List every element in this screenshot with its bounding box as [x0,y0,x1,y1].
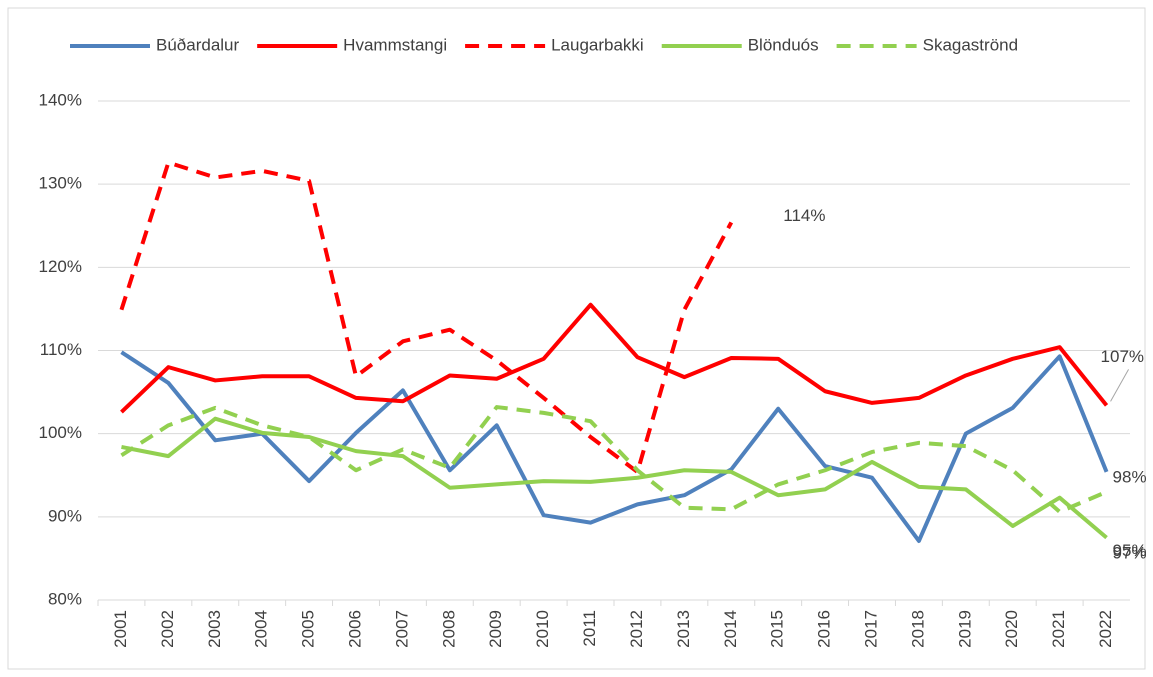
x-tick-label: 2021 [1049,610,1068,648]
chart-frame [7,7,1146,670]
x-tick-label: 2009 [486,610,505,648]
x-tick-label: 2007 [392,610,411,648]
x-tick-label: 2015 [768,610,787,648]
x-tick-label: 2022 [1096,610,1115,648]
legend-label: Laugarbakki [551,35,644,54]
y-tick-label: 110% [40,340,82,359]
legend-label: Skagaströnd [923,35,1018,54]
x-tick-label: 2014 [721,610,740,648]
x-tick-label: 2018 [908,610,927,648]
y-tick-label: 130% [39,174,82,193]
x-tick-label: 2004 [252,610,271,648]
x-tick-label: 2020 [1002,610,1021,648]
x-tick-label: 2011 [580,610,599,647]
x-tick-label: 2006 [345,610,364,648]
x-tick-label: 2017 [861,610,880,648]
y-tick-label: 80% [48,589,82,608]
y-tick-label: 100% [39,423,82,442]
end-label: 114% [783,206,825,225]
x-tick-label: 2005 [299,610,318,648]
series-line [120,302,1109,414]
series-line [120,405,1108,514]
y-tick-label: 120% [39,257,82,276]
x-tick-label: 2001 [111,610,130,648]
x-tick-label: 2008 [439,610,458,648]
end-label: 97% [1113,543,1147,562]
y-tick-label: 90% [48,506,82,525]
x-tick-label: 2010 [533,610,552,648]
legend-label: Hvammstangi [343,35,447,54]
series-line [119,160,734,474]
end-label: 107% [1101,347,1144,366]
series-line [121,416,1108,540]
end-label: 95% [1113,541,1147,560]
legend-label: Blönduós [748,35,819,54]
x-tick-label: 2013 [674,610,693,648]
x-tick-label: 2002 [158,610,177,648]
x-tick-label: 2012 [627,610,646,648]
legend-label: Búðardalur [156,35,240,54]
y-tick-label: 140% [39,90,82,109]
x-tick-label: 2019 [955,610,974,648]
end-label: 98% [1113,467,1147,486]
x-tick-label: 2003 [205,610,224,648]
leader-line [1110,369,1129,402]
x-tick-label: 2016 [815,610,834,648]
